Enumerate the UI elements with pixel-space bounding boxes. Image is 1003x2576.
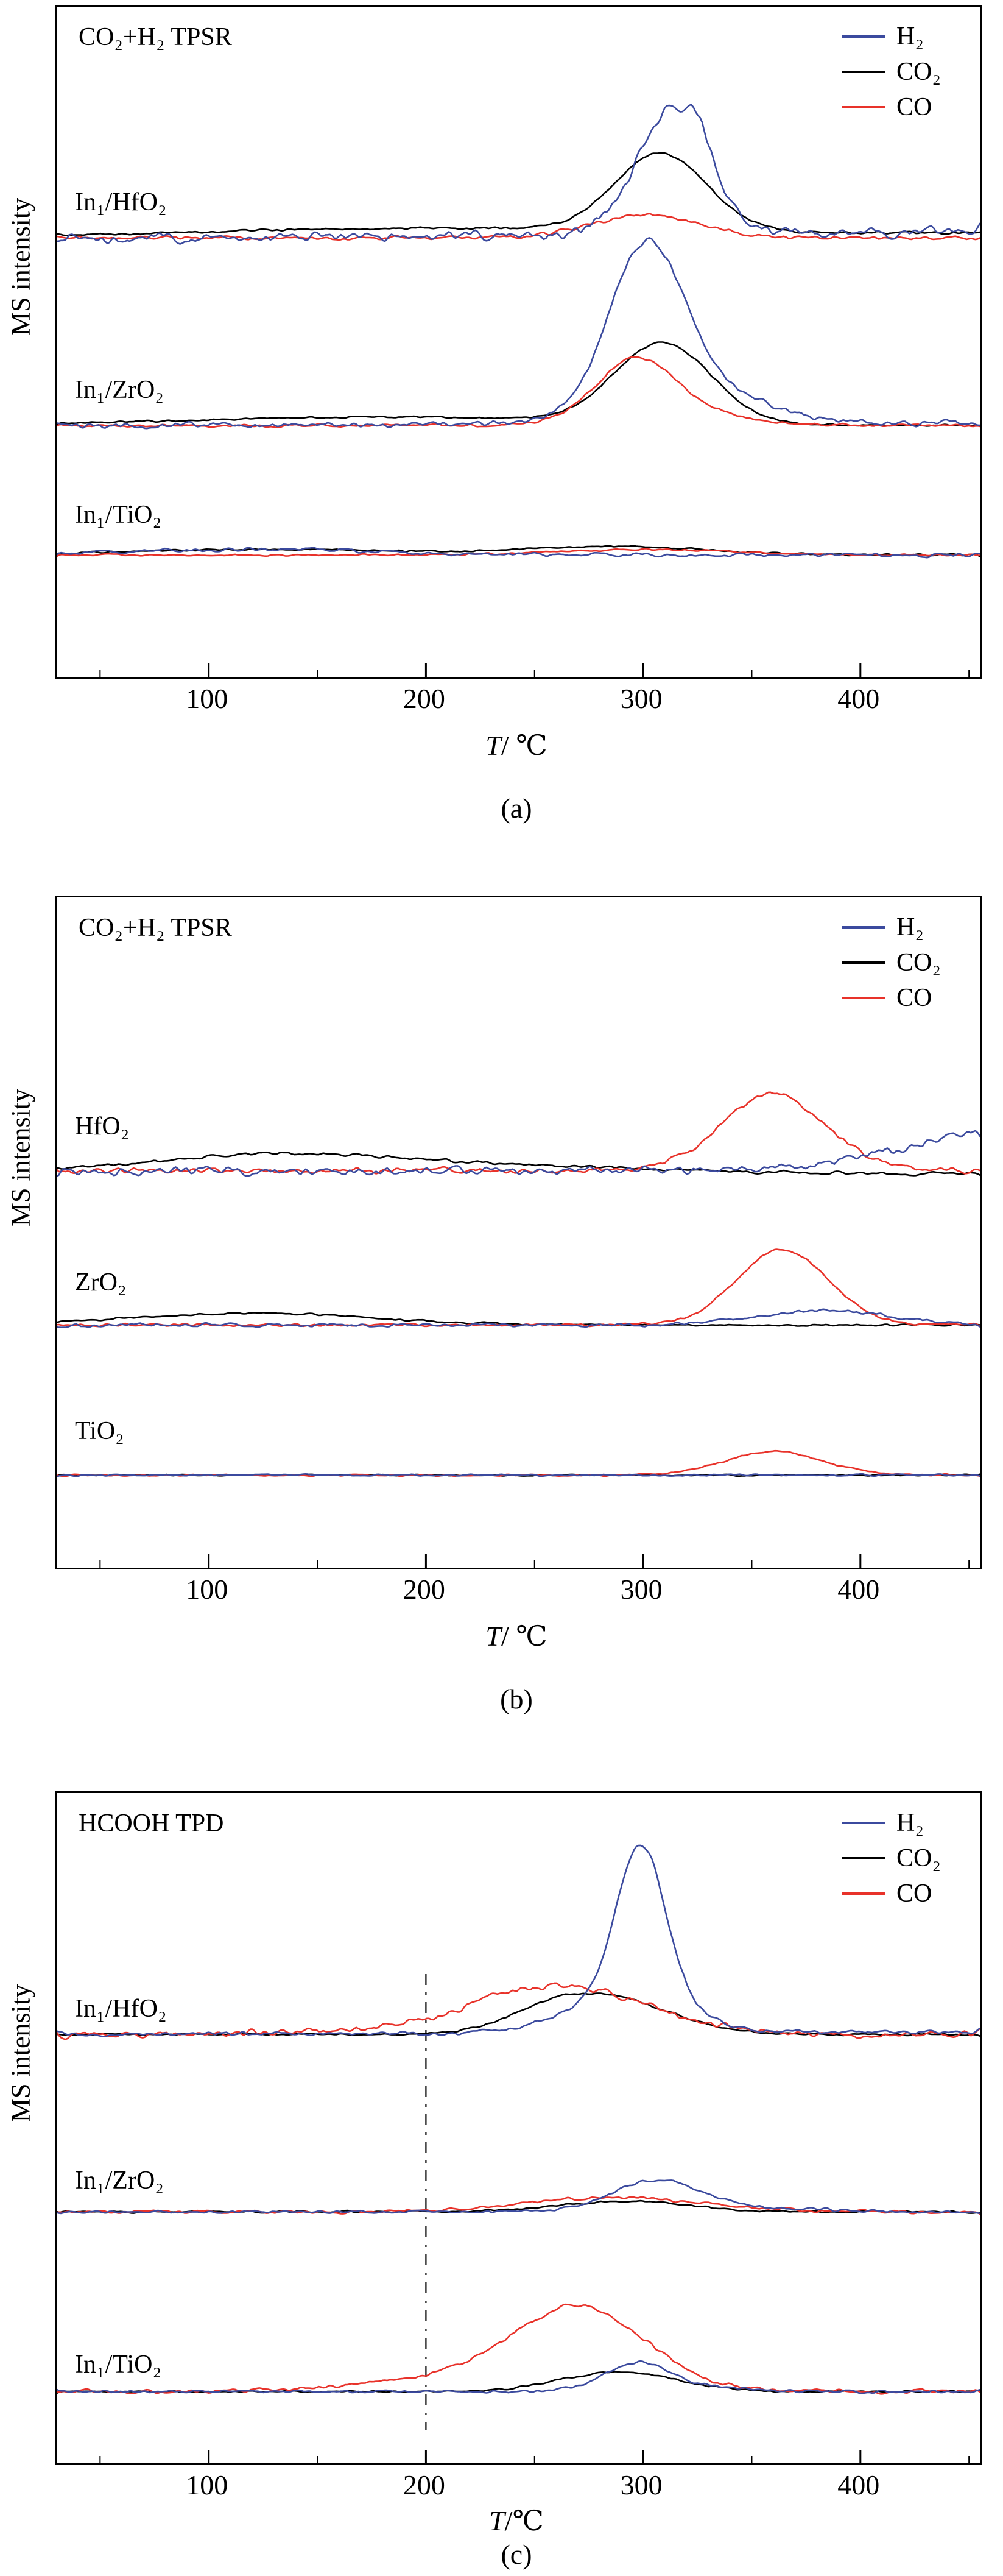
- series-line-h2: [57, 2179, 980, 2215]
- legend: H₂ CO₂ CO: [842, 19, 941, 125]
- legend-line-co2-icon: [842, 1857, 885, 1859]
- legend-label-co: CO: [896, 93, 932, 121]
- series-line-co: [57, 213, 980, 241]
- legend-item-co: CO: [842, 1876, 941, 1911]
- x-axis-tick-labels: 100 200 300 400: [0, 2469, 1003, 2505]
- legend-item-co2: CO₂: [842, 945, 941, 980]
- series-group-label-zro2: ZrO₂: [75, 1268, 127, 1297]
- x-tick-label: 200: [403, 2469, 445, 2500]
- legend-item-co: CO: [842, 90, 941, 125]
- legend-item-h2: H₂: [842, 19, 941, 54]
- series-line-co: [57, 1449, 980, 1477]
- legend-item-co2: CO₂: [842, 54, 941, 90]
- panel-letter-c: (c): [501, 2539, 532, 2570]
- series-group-label-tio2: TiO₂: [75, 1417, 124, 1445]
- legend-label-co2: CO₂: [896, 949, 941, 977]
- series-line-h2: [57, 547, 980, 559]
- x-tick-label: 100: [186, 2469, 228, 2500]
- series-line-co2: [57, 1151, 980, 1177]
- legend-label-h2: H₂: [896, 1809, 924, 1837]
- series-group-label-tio2: In₁/TiO₂: [75, 2350, 162, 2379]
- chart-canvas: [57, 104, 980, 677]
- legend-item-co: CO: [842, 980, 941, 1016]
- series-line-h2: [57, 1308, 980, 1329]
- x-tick-label: 300: [620, 1574, 663, 1605]
- series-group-label-zro2: In₁/ZrO₂: [75, 375, 164, 404]
- x-tick-label: 200: [403, 683, 445, 714]
- chart-title: CO₂+H₂ TPSR: [79, 914, 232, 942]
- panel-letter-b: (b): [500, 1683, 533, 1714]
- chart-canvas: [57, 1091, 980, 1568]
- panel-c: MS intensity HCOOH TPD H₂ CO₂ CO In₁/HfO…: [0, 1733, 1003, 2576]
- x-tick-label: 100: [186, 1574, 228, 1605]
- x-tick-label: 400: [837, 1574, 880, 1605]
- x-axis-symbol: T: [489, 2505, 505, 2536]
- legend: H₂ CO₂ CO: [842, 910, 941, 1016]
- legend-line-h2-icon: [842, 926, 885, 929]
- x-axis-tick-labels: 100 200 300 400: [0, 1573, 1003, 1610]
- series-group-label-hfo2: HfO₂: [75, 1112, 130, 1141]
- legend-item-h2: H₂: [842, 910, 941, 945]
- series-group-label-zro2: In₁/ZrO₂: [75, 2167, 164, 2195]
- legend-line-h2-icon: [842, 1822, 885, 1824]
- legend-line-co-icon: [842, 997, 885, 999]
- x-axis-symbol: T: [485, 1621, 501, 1652]
- series-line-co: [57, 1091, 980, 1175]
- x-axis-unit: / ℃: [501, 730, 547, 761]
- legend-line-co2-icon: [842, 71, 885, 73]
- x-tick-label: 100: [186, 683, 228, 714]
- x-axis-tick-labels: 100 200 300 400: [0, 682, 1003, 719]
- legend-label-co: CO: [896, 984, 932, 1012]
- chart-title: CO₂+H₂ TPSR: [79, 23, 232, 51]
- plot-area: CO₂+H₂ TPSR H₂ CO₂ CO HfO₂ ZrO₂ TiO₂: [55, 896, 982, 1569]
- legend-label-h2: H₂: [896, 23, 924, 51]
- legend-item-h2: H₂: [842, 1805, 941, 1841]
- x-axis-symbol: T: [485, 730, 501, 761]
- panel-a: MS intensity CO₂+H₂ TPSR H₂ CO₂ CO In₁/H…: [0, 0, 1003, 853]
- series-line-h2: [57, 1130, 980, 1178]
- series-line-co2: [57, 1311, 980, 1327]
- x-tick-label: 200: [403, 1574, 445, 1605]
- legend-label-co: CO: [896, 1880, 932, 1908]
- series-group-label-hfo2: In₁/HfO₂: [75, 188, 167, 216]
- plot-area: CO₂+H₂ TPSR H₂ CO₂ CO In₁/HfO₂ In₁/ZrO₂ …: [55, 5, 982, 679]
- series-line-co2: [57, 152, 980, 236]
- series-line-co2: [57, 341, 980, 427]
- panel-b: MS intensity CO₂+H₂ TPSR H₂ CO₂ CO HfO₂ …: [0, 853, 1003, 1733]
- series-line-co: [57, 356, 980, 429]
- x-axis-unit: / ℃: [501, 1621, 547, 1652]
- x-tick-label: 300: [620, 683, 663, 714]
- legend-line-co-icon: [842, 106, 885, 108]
- y-axis-label: MS intensity: [5, 1088, 36, 1227]
- x-axis-label: T/ ℃: [55, 729, 978, 762]
- series-line-h2: [57, 1844, 980, 2038]
- x-axis-label: T/℃: [55, 2504, 978, 2537]
- series-line-co: [57, 2303, 980, 2395]
- legend-line-co-icon: [842, 1892, 885, 1895]
- panel-letter-a: (a): [501, 793, 532, 824]
- legend: H₂ CO₂ CO: [842, 1805, 941, 1911]
- legend-label-co2: CO₂: [896, 58, 941, 86]
- legend-line-co2-icon: [842, 961, 885, 964]
- series-line-h2: [57, 237, 980, 430]
- x-axis-label: T/ ℃: [55, 1619, 978, 1652]
- series-line-h2: [57, 104, 980, 245]
- series-line-h2: [57, 1473, 980, 1477]
- x-tick-label: 300: [620, 2469, 663, 2500]
- x-axis-unit: /℃: [504, 2505, 544, 2536]
- y-axis-label: MS intensity: [5, 197, 36, 336]
- legend-label-h2: H₂: [896, 913, 924, 941]
- x-tick-label: 400: [837, 683, 880, 714]
- y-axis-label: MS intensity: [5, 1984, 36, 2123]
- x-tick-label: 400: [837, 2469, 880, 2500]
- plot-area: HCOOH TPD H₂ CO₂ CO In₁/HfO₂ In₁/ZrO₂ In…: [55, 1791, 982, 2465]
- chart-title: HCOOH TPD: [79, 1810, 224, 1838]
- series-group-label-hfo2: In₁/HfO₂: [75, 1994, 167, 2023]
- series-group-label-tio2: In₁/TiO₂: [75, 501, 162, 529]
- legend-item-co2: CO₂: [842, 1841, 941, 1876]
- legend-line-h2-icon: [842, 35, 885, 38]
- chart-canvas: [57, 1844, 980, 2463]
- series-line-h2: [57, 2360, 980, 2394]
- legend-label-co2: CO₂: [896, 1844, 941, 1872]
